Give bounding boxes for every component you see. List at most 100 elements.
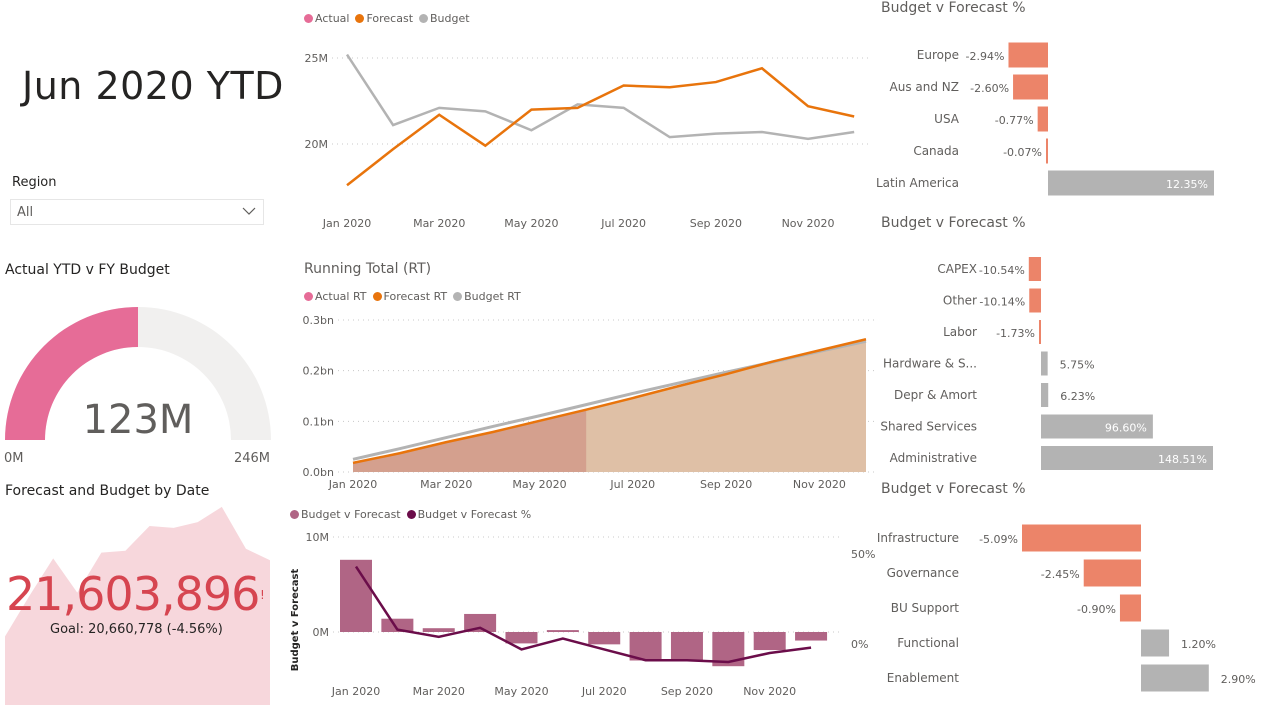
- bar: [1029, 288, 1041, 313]
- y-tick: 0.2bn: [303, 365, 334, 378]
- variance-bar: [670, 632, 703, 661]
- gauge-min-label: 0M: [4, 451, 24, 466]
- rt-x-tick: May 2020: [512, 478, 566, 491]
- monthly-x-tick: Sep 2020: [690, 217, 742, 230]
- monthly-x-tick: May 2020: [504, 217, 558, 230]
- y-tick: 20M: [305, 138, 329, 151]
- region-bars-title: Budget v Forecast %: [881, 0, 1026, 16]
- legend-item-forecast[interactable]: Forecast: [355, 12, 413, 25]
- y-tick: 0.3bn: [303, 314, 334, 327]
- var-x-tick: Jul 2020: [581, 685, 627, 698]
- var-x-tick: May 2020: [494, 685, 548, 698]
- kpi-alert-icon: !: [260, 588, 265, 602]
- kpi-trend-area: [5, 506, 270, 705]
- legend-item-actual[interactable]: Actual: [304, 12, 349, 25]
- region-dropdown[interactable]: All: [10, 199, 264, 225]
- var-x-tick: Jan 2020: [331, 685, 380, 698]
- bar: [1141, 629, 1170, 657]
- legend-item-budget-v-forecast[interactable]: Budget v Forecast: [290, 508, 401, 521]
- bar-data-label: -10.14%: [979, 296, 1025, 309]
- bar: [1037, 106, 1048, 132]
- bar: [1013, 74, 1048, 100]
- bar: [1041, 383, 1049, 407]
- variance-legend: Budget v Forecast Budget v Forecast %: [290, 508, 531, 521]
- bar: [1046, 138, 1048, 164]
- gauge-fill: [5, 307, 138, 440]
- page-title: Jun 2020 YTD: [22, 64, 284, 108]
- region-bar-chart[interactable]: Europe -2.94% Aus and NZ -2.60% USA -0.77% Can…: [870, 30, 1262, 210]
- running-total-legend: Actual RT Forecast RT Budget RT: [304, 290, 521, 303]
- y-axis-label: Budget v Forecast: [290, 569, 301, 672]
- bar-category-label: BU Support: [891, 601, 960, 615]
- bar-data-label: -0.07%: [1003, 146, 1042, 159]
- category-bar-chart[interactable]: CAPEX -10.54% Other -10.14% Labor -1.73% Hardw…: [870, 245, 1262, 475]
- bar: [1041, 446, 1213, 470]
- var-x-tick: Mar 2020: [413, 685, 465, 698]
- variance-bar: [381, 618, 414, 632]
- bar-category-label: Governance: [887, 566, 959, 580]
- bar-category-label: Labor: [943, 325, 977, 339]
- bar-category-label: Other: [943, 294, 977, 308]
- bar-category-label: Europe: [917, 48, 959, 62]
- var-x-tick: Nov 2020: [743, 685, 796, 698]
- bar-data-label: 148.51%: [1158, 453, 1207, 466]
- monthly-x-tick: Mar 2020: [413, 217, 465, 230]
- bar-data-label: -2.60%: [970, 82, 1009, 95]
- variance-combo-chart[interactable]: Budget v Forecast 0M 10M 0% 50% Jan 2020 Mar 2…: [285, 525, 880, 705]
- region-slicer-label: Region: [12, 175, 57, 190]
- legend-item-forecast-rt[interactable]: Forecast RT: [372, 290, 447, 303]
- actual-rt-area: [353, 409, 587, 472]
- bar-data-label: -10.54%: [979, 264, 1025, 277]
- legend-item-budget[interactable]: Budget: [419, 12, 470, 25]
- rt-x-tick: Mar 2020: [420, 478, 472, 491]
- var-x-tick: Sep 2020: [661, 685, 713, 698]
- monthly-x-tick: Jan 2020: [322, 217, 371, 230]
- bar-category-label: Hardware & S...: [883, 357, 977, 371]
- kpi-title: Forecast and Budget by Date: [5, 483, 210, 499]
- rt-x-tick: Jan 2020: [328, 478, 377, 491]
- bar-data-label: 1.20%: [1181, 638, 1216, 651]
- y-tick: 25M: [305, 52, 329, 65]
- variance-bar: [753, 632, 786, 651]
- variance-bar: [340, 559, 372, 632]
- monthly-x-tick: Nov 2020: [782, 217, 835, 230]
- bar-data-label: 12.35%: [1166, 178, 1208, 191]
- category-bars-title: Budget v Forecast %: [881, 215, 1026, 231]
- y-tick: 10M: [306, 531, 330, 544]
- rt-x-tick: Jul 2020: [609, 478, 655, 491]
- monthly-line-chart[interactable]: 20M 25M Jan 2020 Mar 2020 May 2020 Jul 2020 Se…: [290, 30, 870, 240]
- gauge-chart[interactable]: 123M 0M 246M: [0, 290, 285, 470]
- bar-category-label: Aus and NZ: [890, 80, 959, 94]
- kpi-value: 21,603,896: [6, 567, 260, 621]
- bar: [1022, 524, 1141, 552]
- bar: [1041, 414, 1153, 439]
- bar-data-label: 2.90%: [1221, 673, 1256, 686]
- bar: [1141, 664, 1209, 692]
- running-total-chart[interactable]: 0.0bn 0.1bn 0.2bn 0.3bn Jan 2020 Mar 2020 May …: [290, 308, 880, 498]
- forecast-rt-line: [352, 338, 867, 465]
- gauge-value: 123M: [83, 397, 194, 443]
- y-tick: 0.0bn: [303, 466, 334, 479]
- gauge-title: Actual YTD v FY Budget: [5, 262, 170, 278]
- bar-category-label: Enablement: [887, 671, 960, 685]
- legend-item-budget-rt[interactable]: Budget RT: [453, 290, 521, 303]
- function-bar-chart[interactable]: Infrastructure -5.09% Governance -2.45% BU S…: [870, 510, 1262, 700]
- y2-tick: 50%: [851, 548, 875, 561]
- legend-item-budget-v-forecast-pct[interactable]: Budget v Forecast %: [406, 508, 531, 521]
- variance-bar: [464, 613, 497, 632]
- bar-data-label: 5.75%: [1060, 359, 1095, 372]
- monthly-x-tick: Jul 2020: [600, 217, 646, 230]
- function-bars-title: Budget v Forecast %: [881, 481, 1026, 497]
- variance-bar: [505, 632, 538, 644]
- variance-pct-line: [354, 565, 812, 664]
- y-tick: 0M: [313, 626, 330, 639]
- bar-data-label: -0.90%: [1077, 603, 1116, 616]
- chevron-down-icon: [241, 204, 257, 222]
- monthly-legend: Actual Forecast Budget: [304, 12, 470, 25]
- bar-category-label: CAPEX: [937, 262, 977, 276]
- rt-x-tick: Nov 2020: [793, 478, 846, 491]
- legend-item-actual-rt[interactable]: Actual RT: [304, 290, 367, 303]
- variance-bar: [588, 632, 621, 645]
- variance-bar: [546, 630, 579, 632]
- series-line-budget: [345, 53, 855, 141]
